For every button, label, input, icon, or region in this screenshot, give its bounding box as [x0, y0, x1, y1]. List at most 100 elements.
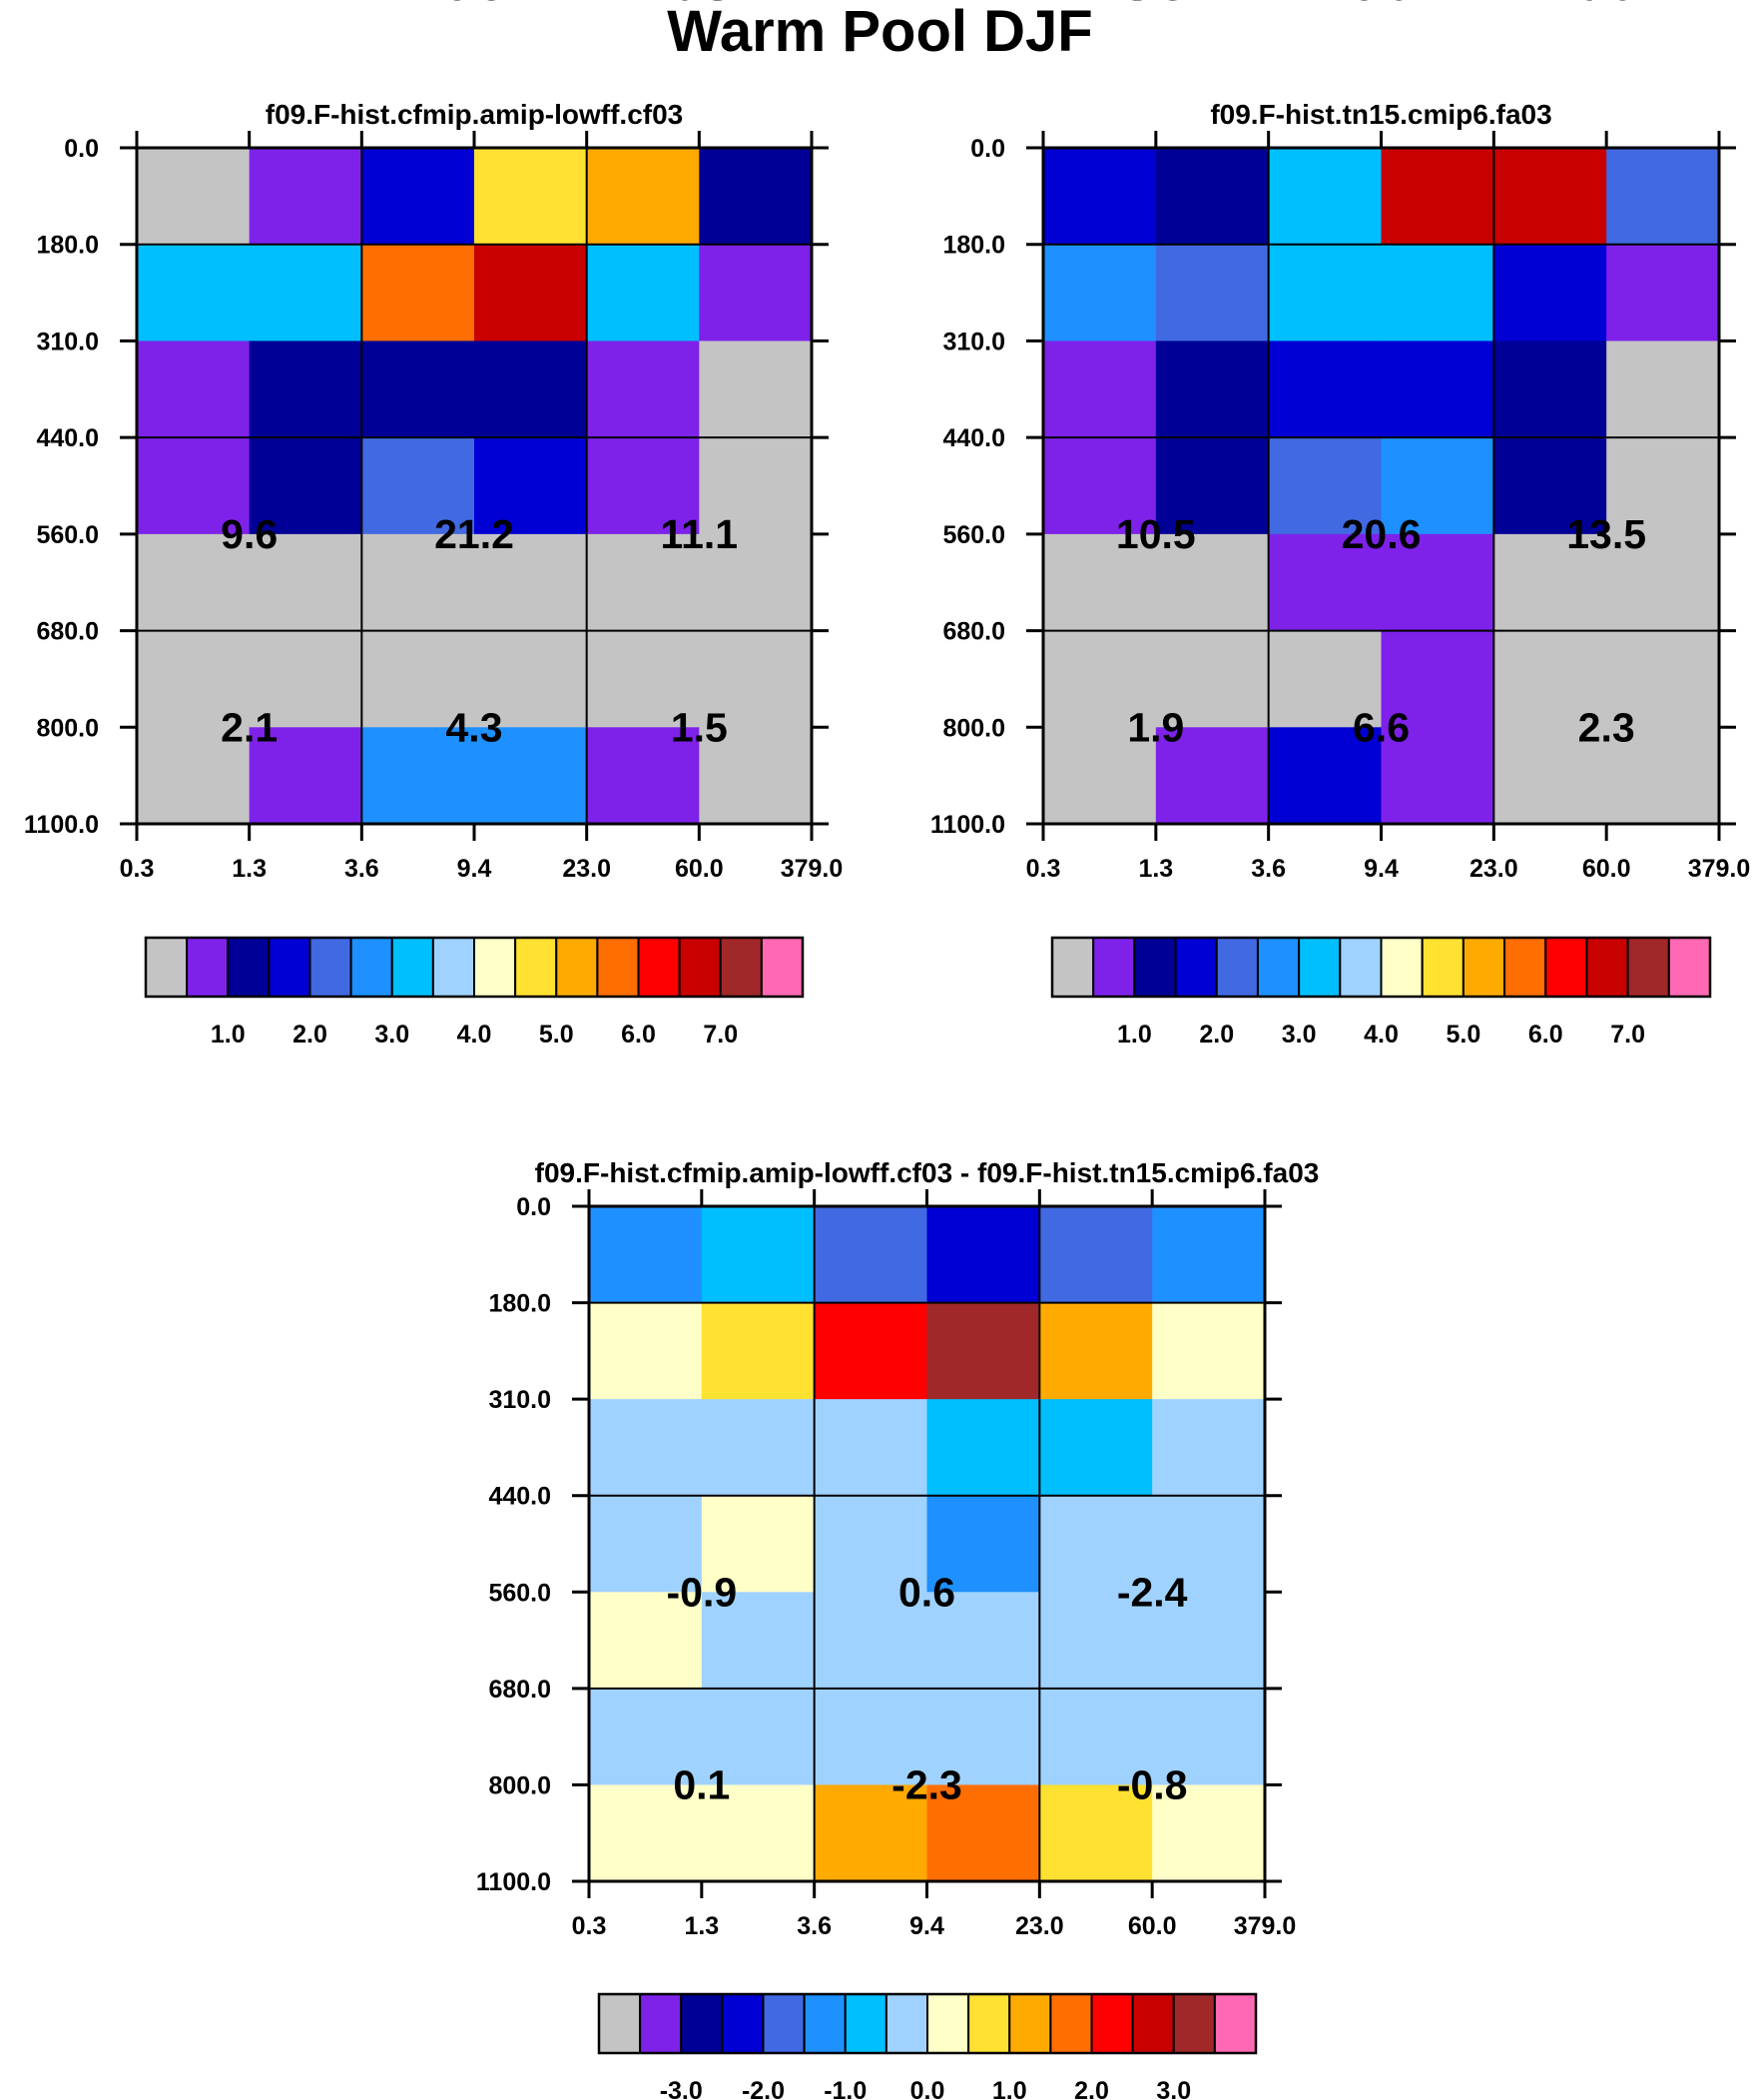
heatmap-cell	[1381, 244, 1494, 343]
heatmap-cell	[814, 1592, 928, 1690]
heatmap-cell	[926, 1592, 1040, 1690]
heatmap-cell	[701, 1592, 816, 1690]
colorbar-swatch	[227, 937, 271, 998]
heatmap-cell	[1039, 1784, 1153, 1882]
x-tick-label: 1.3	[232, 855, 267, 883]
heatmap-cell	[1043, 244, 1157, 343]
colorbar-swatch	[1585, 937, 1629, 998]
heatmap-cell	[1493, 437, 1607, 535]
heatmap-cell	[1493, 148, 1607, 246]
panel-b: f09.F-hist.tn15.cmip6.fa03 0.0 180.0 310.0 4…	[930, 0, 1750, 1049]
heatmap-cell	[926, 1399, 1040, 1497]
y-tick-label: 0.0	[970, 135, 1005, 163]
x-tick-label: 23.0	[1469, 855, 1518, 883]
y-tick-label: 680.0	[488, 1676, 551, 1704]
heatmap-cell	[137, 437, 251, 535]
panel-title: f09.F-hist.cfmip.amip-lowff.cf03	[266, 99, 684, 130]
cell-annotation: 9.6	[221, 511, 278, 557]
x-tick-label: 0.3	[120, 855, 155, 883]
colorbar-label: 5.0	[1446, 1021, 1480, 1049]
heatmap-cell	[1043, 148, 1157, 246]
colorbar-label: 4.0	[457, 1021, 492, 1049]
x-tick-label: 3.6	[797, 1912, 832, 1940]
heatmap-cell	[474, 437, 588, 535]
heatmap-cell	[1039, 1399, 1153, 1497]
heatmap-cell	[1155, 244, 1270, 343]
figure-title: Warm Pool DJF	[667, 0, 1093, 64]
heatmap-cell	[1381, 630, 1494, 728]
heatmap-cell	[1152, 1206, 1266, 1304]
heatmap-cell	[1268, 533, 1383, 632]
colorbar-swatch	[473, 937, 517, 998]
x-tick-label: 60.0	[1582, 855, 1631, 883]
panel-diff: f09.F-hist.cfmip.amip-lowff.cf03 - f09.F…	[476, 0, 1319, 2100]
heatmap-cell	[249, 533, 362, 632]
heatmap-cell	[1152, 1495, 1266, 1593]
heatmap-cell	[474, 727, 588, 825]
heatmap-cell	[589, 1206, 703, 1304]
heatmap-cell	[1606, 437, 1720, 535]
colorbar-swatch	[680, 1993, 724, 2054]
heatmap-cell	[926, 1688, 1040, 1786]
colorbar-swatch	[1092, 937, 1136, 998]
heatmap-cell	[701, 1206, 816, 1304]
heatmap-cell	[474, 341, 588, 438]
y-tick-label: 1100.0	[930, 811, 1005, 839]
y-tick-label: 0.0	[64, 135, 99, 163]
heatmap-cell	[249, 727, 362, 825]
x-tick-label: 0.3	[572, 1912, 607, 1940]
colorbar-swatch	[1462, 937, 1506, 998]
heatmap-cell	[1381, 148, 1494, 246]
colorbar-swatch	[268, 937, 311, 998]
heatmap-cell	[1039, 1592, 1153, 1690]
heatmap-cell	[926, 1495, 1040, 1593]
cell-annotation: 0.1	[673, 1761, 730, 1807]
colorbar-frame	[1050, 936, 1712, 999]
colorbar-swatch	[760, 937, 804, 998]
heatmap-cell	[589, 1399, 703, 1497]
x-tick-label: 3.6	[1251, 855, 1286, 883]
colorbar-swatch	[1626, 937, 1670, 998]
heatmap-cell	[701, 1495, 816, 1593]
heatmap-cell	[1043, 533, 1157, 632]
cell-annotation: 1.9	[1127, 704, 1184, 750]
heatmap-cell	[1606, 148, 1720, 246]
heatmap-cell	[137, 630, 251, 728]
colorbar-swatch	[639, 1993, 683, 2054]
colorbar-label: 5.0	[539, 1021, 574, 1049]
heatmap-cell	[1043, 727, 1157, 825]
heatmap-cell	[361, 341, 475, 438]
heatmap-cell	[1493, 341, 1607, 438]
cell-annotation: 0.6	[898, 1569, 955, 1615]
heatmap-cell	[926, 1302, 1040, 1400]
heatmap-cell	[1039, 1495, 1153, 1593]
colorbar-swatch	[637, 937, 681, 998]
heatmap-cell	[926, 1784, 1040, 1882]
colorbar-swatch	[1503, 937, 1547, 998]
heatmap-cell	[1381, 341, 1494, 438]
colorbar-swatch	[1008, 1993, 1052, 2054]
heatmap-cell	[1606, 533, 1720, 632]
x-tick-label: 60.0	[675, 855, 724, 883]
x-tick-label: 1.3	[1138, 855, 1173, 883]
heatmap-cell	[589, 1688, 703, 1786]
cell-annotation: 0.4	[1124, 0, 1181, 9]
cell-annotation: 0.9	[1578, 0, 1635, 9]
heatmap-cell	[1155, 727, 1270, 825]
cell-annotation: 6.6	[1353, 704, 1410, 750]
heatmap-cell	[1268, 437, 1383, 535]
heatmap-cell	[1152, 1784, 1266, 1882]
heatmap-cell	[361, 244, 475, 343]
heatmap-cell	[249, 244, 362, 343]
cell-annotation: 0.3	[673, 0, 730, 9]
x-tick-label: 23.0	[562, 855, 611, 883]
x-tick-label: 3.6	[344, 855, 379, 883]
heatmap-cell	[701, 1302, 816, 1400]
colorbar-label: 3.0	[374, 1021, 409, 1049]
colorbar-swatch	[349, 937, 393, 998]
heatmap-cell	[586, 341, 700, 438]
colorbar-swatch	[1090, 1993, 1134, 2054]
heatmap-cell	[474, 533, 588, 632]
heatmap-cell	[1493, 630, 1607, 728]
heatmap-cell	[1039, 1206, 1153, 1304]
